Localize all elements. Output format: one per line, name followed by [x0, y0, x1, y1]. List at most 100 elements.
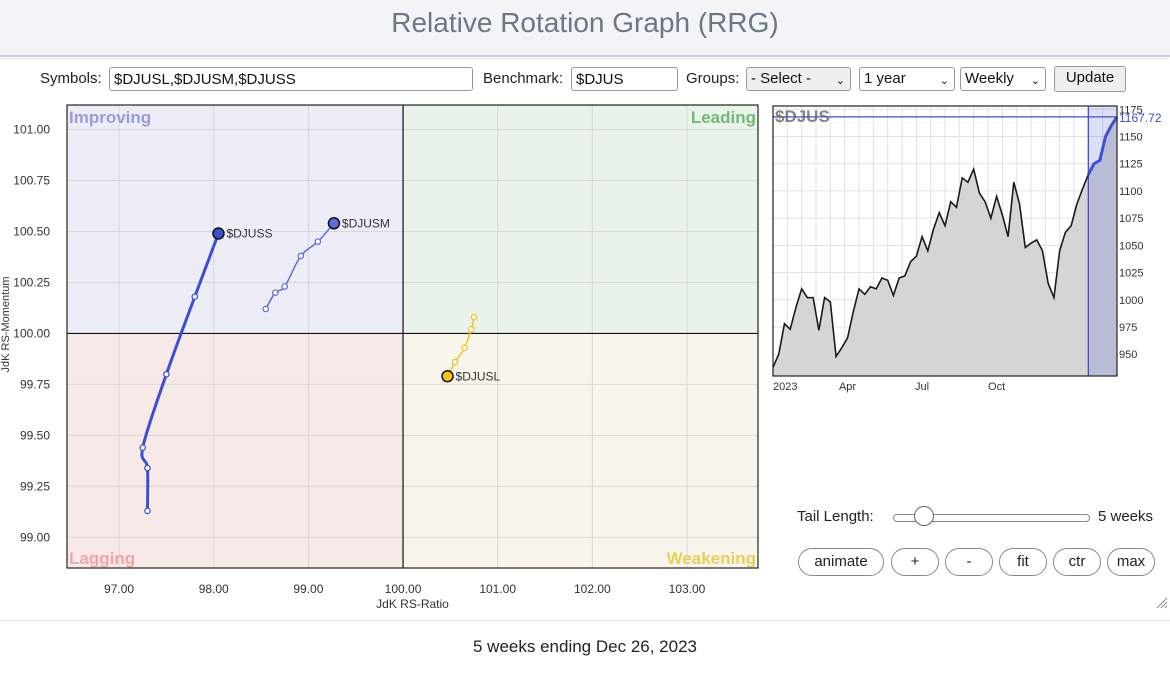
y-tick-label: 99.00: [20, 530, 50, 544]
quadrant-label-lagging: Lagging: [69, 549, 135, 568]
tail-point-djusm: [262, 305, 270, 313]
rrg-panel: [0, 58, 1168, 619]
tail-point-djusl: [467, 326, 475, 333]
fit-button[interactable]: fit: [999, 548, 1047, 576]
max-button[interactable]: max: [1107, 548, 1155, 576]
price-y-tick-label: 1100: [1119, 186, 1143, 198]
price-x-tick-label: Apr: [839, 381, 856, 393]
symbols-input[interactable]: [109, 67, 473, 91]
x-tick-label: 103.00: [669, 582, 706, 596]
quadrant-improving: [67, 105, 404, 334]
head-point-djuss: [212, 227, 225, 240]
zoom-in-button[interactable]: +: [891, 548, 939, 576]
series-label-djusm: $DJUSM: [342, 216, 390, 230]
status-text: 5 weeks ending Dec 26, 2023: [473, 637, 697, 656]
price-x-tick-label: Oct: [988, 381, 1005, 393]
chevron-down-icon: ⌄: [1030, 75, 1040, 87]
tail-point-djusl: [470, 313, 478, 321]
animate-button[interactable]: animate: [798, 548, 884, 576]
x-axis-label: JdK RS-Ratio: [376, 597, 449, 611]
price-x-tick-label: Jul: [915, 381, 929, 393]
y-tick-label: 100.75: [13, 173, 50, 187]
x-tick-label: 98.00: [199, 582, 229, 596]
x-tick-label: 99.00: [293, 582, 323, 596]
price-y-tick-label: 1175: [1119, 104, 1143, 116]
series-label-djusl: $DJUSL: [456, 369, 501, 383]
price-y-tick-label: 1075: [1119, 213, 1143, 225]
page-title: Relative Rotation Graph (RRG): [391, 7, 779, 38]
groups-select[interactable]: - Select - ⌄: [746, 67, 851, 91]
y-axis-label: JdK RS-Momentum: [0, 277, 12, 373]
tail-point-djusm: [271, 289, 279, 296]
chevron-down-icon: ⌄: [939, 75, 949, 87]
price-chart-title: $DJUS: [775, 107, 830, 126]
status-footer: 5 weeks ending Dec 26, 2023: [0, 620, 1170, 664]
tail-length-slider-thumb[interactable]: [914, 506, 934, 526]
y-tick-label: 100.00: [13, 326, 50, 340]
zoom-out-button[interactable]: -: [945, 548, 993, 576]
x-tick-label: 97.00: [104, 582, 134, 596]
price-y-tick-label: 1150: [1119, 131, 1143, 143]
quadrant-label-weakening: Weakening: [667, 549, 756, 568]
quadrant-label-improving: Improving: [69, 108, 151, 127]
tail-point-djusm: [297, 252, 305, 260]
resize-grip-icon[interactable]: [1156, 597, 1168, 609]
benchmark-label: Benchmark:: [483, 70, 564, 87]
tail-point-djuss: [144, 507, 151, 515]
frequency-select[interactable]: Weekly ⌄: [960, 67, 1046, 91]
x-tick-label: 102.00: [574, 582, 611, 596]
toolbar: Symbols: Benchmark: Groups: - Select - ⌄…: [0, 66, 1170, 92]
price-y-tick-label: 1050: [1119, 240, 1143, 252]
y-tick-label: 99.25: [20, 479, 50, 493]
frequency-selected-value: Weekly: [965, 70, 1014, 87]
chevron-down-icon: ⌄: [835, 75, 845, 87]
tail-length-label: Tail Length:: [797, 508, 874, 525]
tail-length-slider[interactable]: [893, 514, 1090, 522]
tail-length-value: 5 weeks: [1098, 508, 1154, 525]
groups-label: Groups:: [686, 70, 740, 87]
benchmark-price-chart: 1175 1150 1125 1100 1075 1050 1025 1000 975 950 $…: [772, 104, 1162, 393]
tail-point-djuss: [139, 444, 147, 451]
tail-point-djusl: [451, 358, 459, 366]
tail-point-djuss: [191, 293, 199, 301]
quadrant-leading: [403, 105, 758, 334]
x-tick-label: 100.00: [385, 582, 422, 596]
y-tick-label: 99.50: [20, 428, 50, 442]
quadrant-lagging: [67, 333, 404, 568]
benchmark-input[interactable]: [571, 67, 678, 91]
tail-point-djusm: [281, 283, 289, 290]
tail-point-djusm: [314, 238, 322, 245]
y-tick-label: 101.00: [13, 122, 50, 136]
price-line: [772, 166, 1090, 368]
price-x-tick-label: 2023: [773, 381, 797, 393]
tail-point-djusl: [461, 344, 468, 352]
y-tick-label: 100.50: [13, 224, 50, 238]
price-y-tick-label: 950: [1119, 349, 1137, 361]
price-tail-line: [1087, 116, 1119, 176]
price-y-tick-label: 1000: [1119, 295, 1143, 307]
quadrant-label-leading: Leading: [691, 108, 756, 127]
update-button[interactable]: Update: [1054, 66, 1126, 92]
price-area: [773, 116, 1117, 377]
quadrant-weakening: [403, 333, 758, 568]
period-selected-value: 1 year: [864, 70, 906, 87]
series-label-djuss: $DJUSS: [226, 226, 272, 240]
title-bar: Relative Rotation Graph (RRG): [0, 0, 1170, 57]
center-button[interactable]: ctr: [1053, 548, 1101, 576]
rrg-chart: 97.00 98.00 99.00 100.00 101.00 102.00 103.00 9…: [0, 104, 759, 611]
price-plot-frame: [772, 105, 1118, 377]
tail-point-djuss: [144, 464, 151, 472]
price-y-tick-label: 1125: [1119, 159, 1143, 171]
tail-point-djuss: [163, 370, 170, 378]
head-point-djusl: [441, 370, 454, 383]
price-y-tick-label: 1025: [1119, 268, 1143, 280]
symbols-label: Symbols:: [40, 70, 102, 87]
last-value-label: 1167.72: [1119, 111, 1162, 125]
period-select[interactable]: 1 year ⌄: [859, 67, 955, 91]
groups-selected-value: - Select -: [751, 70, 812, 87]
y-tick-label: 100.25: [13, 275, 50, 289]
plot-frame: [66, 104, 759, 569]
x-tick-label: 101.00: [479, 582, 516, 596]
price-y-tick-label: 975: [1119, 322, 1137, 334]
y-tick-label: 99.75: [20, 377, 50, 391]
